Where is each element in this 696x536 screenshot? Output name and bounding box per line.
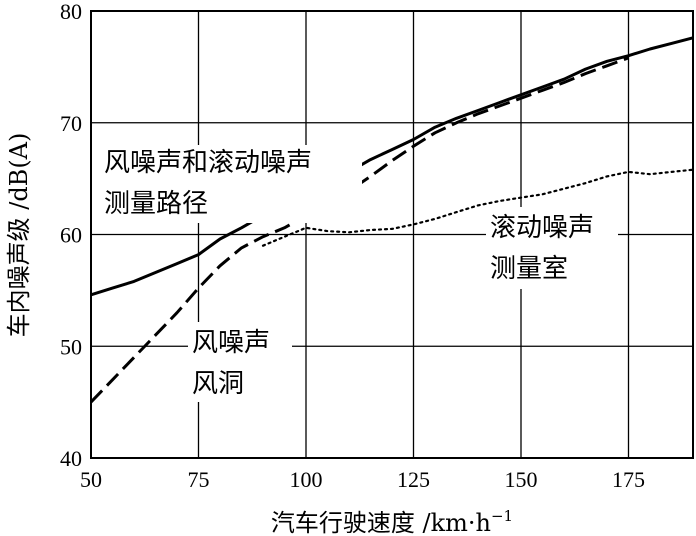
x-tick-label: 50 [80,467,102,492]
x-axis-title: 汽车行驶速度 /km·h−1 [271,507,513,536]
x-tick-label: 100 [290,467,323,492]
road-label-line-2: 测量路径 [104,189,208,219]
x-tick-label: 75 [188,467,210,492]
rolling-label-line-2: 测量室 [490,254,568,284]
y-tick-label: 70 [60,111,82,136]
y-tick-label: 80 [60,0,82,24]
y-tick-label: 50 [60,334,82,359]
plot-frame [90,10,694,459]
annotation-layer: 风噪声和滚动噪声 测量路径 滚动噪声 测量室 风噪声 风洞 [100,145,618,402]
wind-label-line-1: 风噪声 [192,328,270,358]
rolling-label: 滚动噪声 测量室 [490,213,602,284]
y-axis-title: 车内噪声级 /dB(A) [5,133,33,338]
y-tick-label: 40 [60,446,82,471]
x-tick-label: 150 [505,467,538,492]
road-measurement-line [90,36,694,297]
wind-label-backdrop [188,322,292,402]
rolling-label-backdrop [486,207,618,289]
wind-label-line-2: 风洞 [192,369,244,399]
x-tick-label: 175 [612,467,645,492]
road-label-backdrop [100,145,362,223]
x-tick-label: 125 [397,467,430,492]
road-label-line-1: 风噪声和滚动噪声 [104,148,312,178]
y-tick-label: 60 [60,223,82,248]
x-axis-title-text: 汽车行驶速度 /km·h [271,509,491,536]
wind-label: 风噪声 风洞 [192,328,278,399]
rolling-label-line-1: 滚动噪声 [490,213,594,243]
rolling-room-line [261,168,695,247]
road-label: 风噪声和滚动噪声 测量路径 [104,148,320,219]
x-axis-title-exponent: −1 [491,507,513,525]
